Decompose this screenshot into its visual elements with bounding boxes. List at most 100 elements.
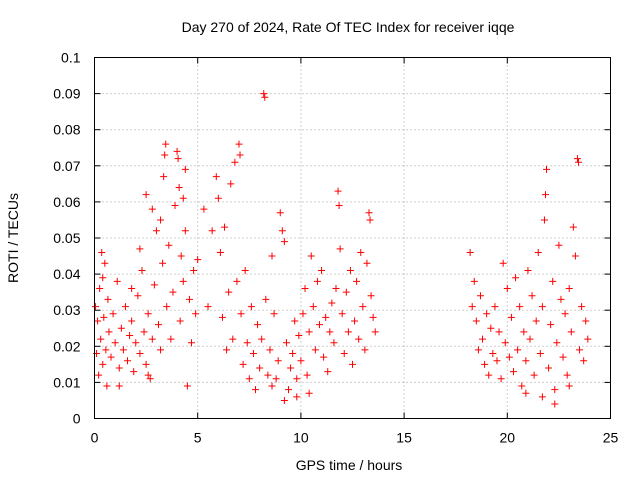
data-point xyxy=(188,339,196,347)
data-point xyxy=(115,364,123,372)
data-point xyxy=(509,368,517,376)
data-point xyxy=(483,310,491,318)
data-point xyxy=(536,350,544,358)
data-point xyxy=(214,194,222,202)
data-point xyxy=(121,303,129,311)
data-point xyxy=(113,277,121,285)
data-point xyxy=(507,313,515,321)
data-point xyxy=(524,266,532,274)
data-point xyxy=(324,368,332,376)
data-point xyxy=(307,252,315,260)
y-tick-label: 0.09 xyxy=(53,86,80,102)
data-point xyxy=(239,360,247,368)
data-point xyxy=(359,303,367,311)
data-point xyxy=(104,295,112,303)
data-point xyxy=(163,303,171,311)
data-point xyxy=(148,205,156,213)
data-point xyxy=(334,187,342,195)
data-point xyxy=(573,155,581,163)
y-axis-tick-labels: 0 0.01 0.02 0.03 0.04 0.05 0.06 0.07 0.08 0.09 0.1 xyxy=(53,50,80,427)
data-point xyxy=(99,360,107,368)
data-point xyxy=(176,317,184,325)
data-point xyxy=(357,248,365,256)
data-point xyxy=(366,216,374,224)
data-point xyxy=(181,227,189,235)
data-point xyxy=(526,335,534,343)
data-point xyxy=(146,375,154,383)
data-point xyxy=(487,324,495,332)
data-point xyxy=(132,339,140,347)
data-point xyxy=(303,371,311,379)
data-point xyxy=(171,202,179,210)
data-point xyxy=(332,285,340,293)
data-point xyxy=(231,158,239,166)
data-point xyxy=(280,238,288,246)
data-point xyxy=(545,364,553,372)
data-point xyxy=(140,328,148,336)
data-point xyxy=(540,216,548,224)
data-point xyxy=(340,350,348,358)
data-point xyxy=(466,248,474,256)
data-point xyxy=(512,274,520,282)
data-point xyxy=(522,389,530,397)
data-point xyxy=(173,147,181,155)
data-point xyxy=(559,353,567,361)
data-point xyxy=(555,241,563,249)
data-point xyxy=(117,324,125,332)
data-point xyxy=(342,288,350,296)
data-point xyxy=(582,317,590,325)
data-point xyxy=(551,400,559,408)
data-point xyxy=(285,386,293,394)
data-point xyxy=(190,266,198,274)
data-point xyxy=(100,313,108,321)
data-point xyxy=(311,346,319,354)
data-point xyxy=(115,382,123,390)
data-point xyxy=(518,382,526,390)
data-point xyxy=(584,335,592,343)
data-point xyxy=(470,277,478,285)
data-point xyxy=(218,313,226,321)
data-point xyxy=(254,321,262,329)
y-tick-label: 0.04 xyxy=(53,266,80,282)
data-point xyxy=(557,295,565,303)
data-point xyxy=(258,335,266,343)
data-point xyxy=(185,295,193,303)
data-point xyxy=(280,396,288,404)
data-point xyxy=(278,227,286,235)
data-point xyxy=(181,165,189,173)
data-point xyxy=(338,310,346,318)
data-point xyxy=(503,285,511,293)
data-point xyxy=(243,339,251,347)
data-point xyxy=(489,350,497,358)
y-tick-label: 0.07 xyxy=(53,158,80,174)
data-point xyxy=(287,364,295,372)
data-point xyxy=(495,328,503,336)
data-point xyxy=(162,140,170,148)
data-point xyxy=(549,277,557,285)
data-points xyxy=(92,90,592,408)
data-point xyxy=(353,277,361,285)
data-point xyxy=(295,331,303,339)
data-point xyxy=(289,350,297,358)
data-point xyxy=(144,310,152,318)
data-point xyxy=(301,285,309,293)
data-point xyxy=(229,335,237,343)
y-tick-label: 0.03 xyxy=(53,302,80,318)
axis-ticks xyxy=(94,57,611,419)
data-point xyxy=(291,317,299,325)
data-point xyxy=(567,328,575,336)
data-point xyxy=(161,151,169,159)
data-point xyxy=(264,371,272,379)
data-point xyxy=(154,321,162,329)
data-point xyxy=(335,202,343,210)
data-point xyxy=(565,382,573,390)
data-point xyxy=(236,151,244,159)
data-point xyxy=(192,310,200,318)
data-point xyxy=(119,346,127,354)
data-point xyxy=(563,371,571,379)
data-point xyxy=(561,310,569,318)
data-point xyxy=(96,285,104,293)
data-point xyxy=(522,357,530,365)
data-point xyxy=(179,277,187,285)
